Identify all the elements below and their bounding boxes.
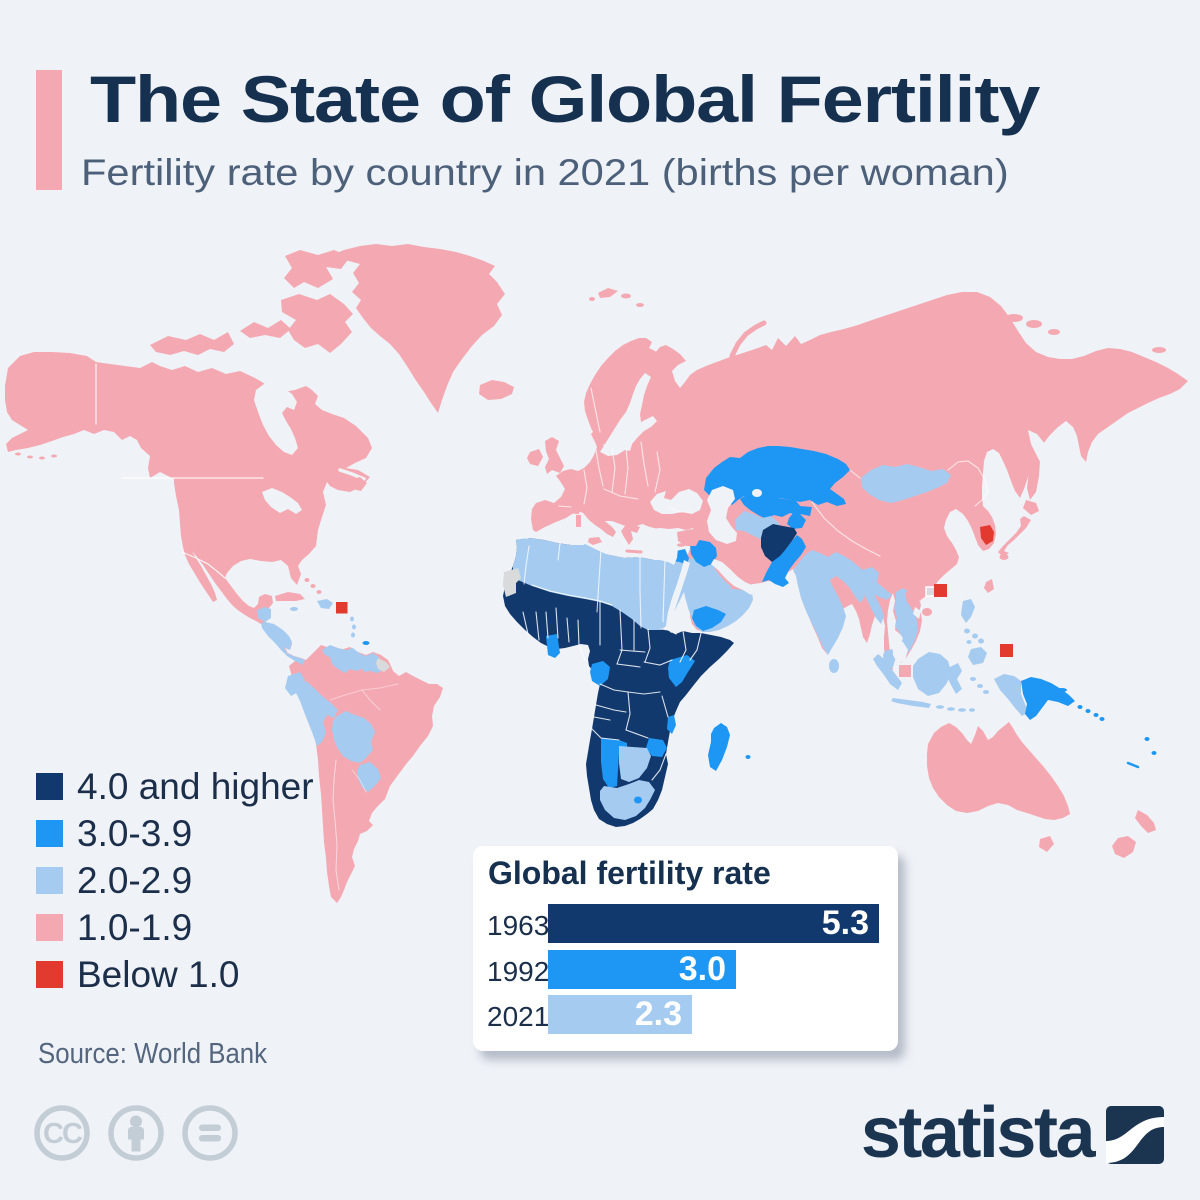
svg-text:CC: CC bbox=[43, 1118, 83, 1150]
